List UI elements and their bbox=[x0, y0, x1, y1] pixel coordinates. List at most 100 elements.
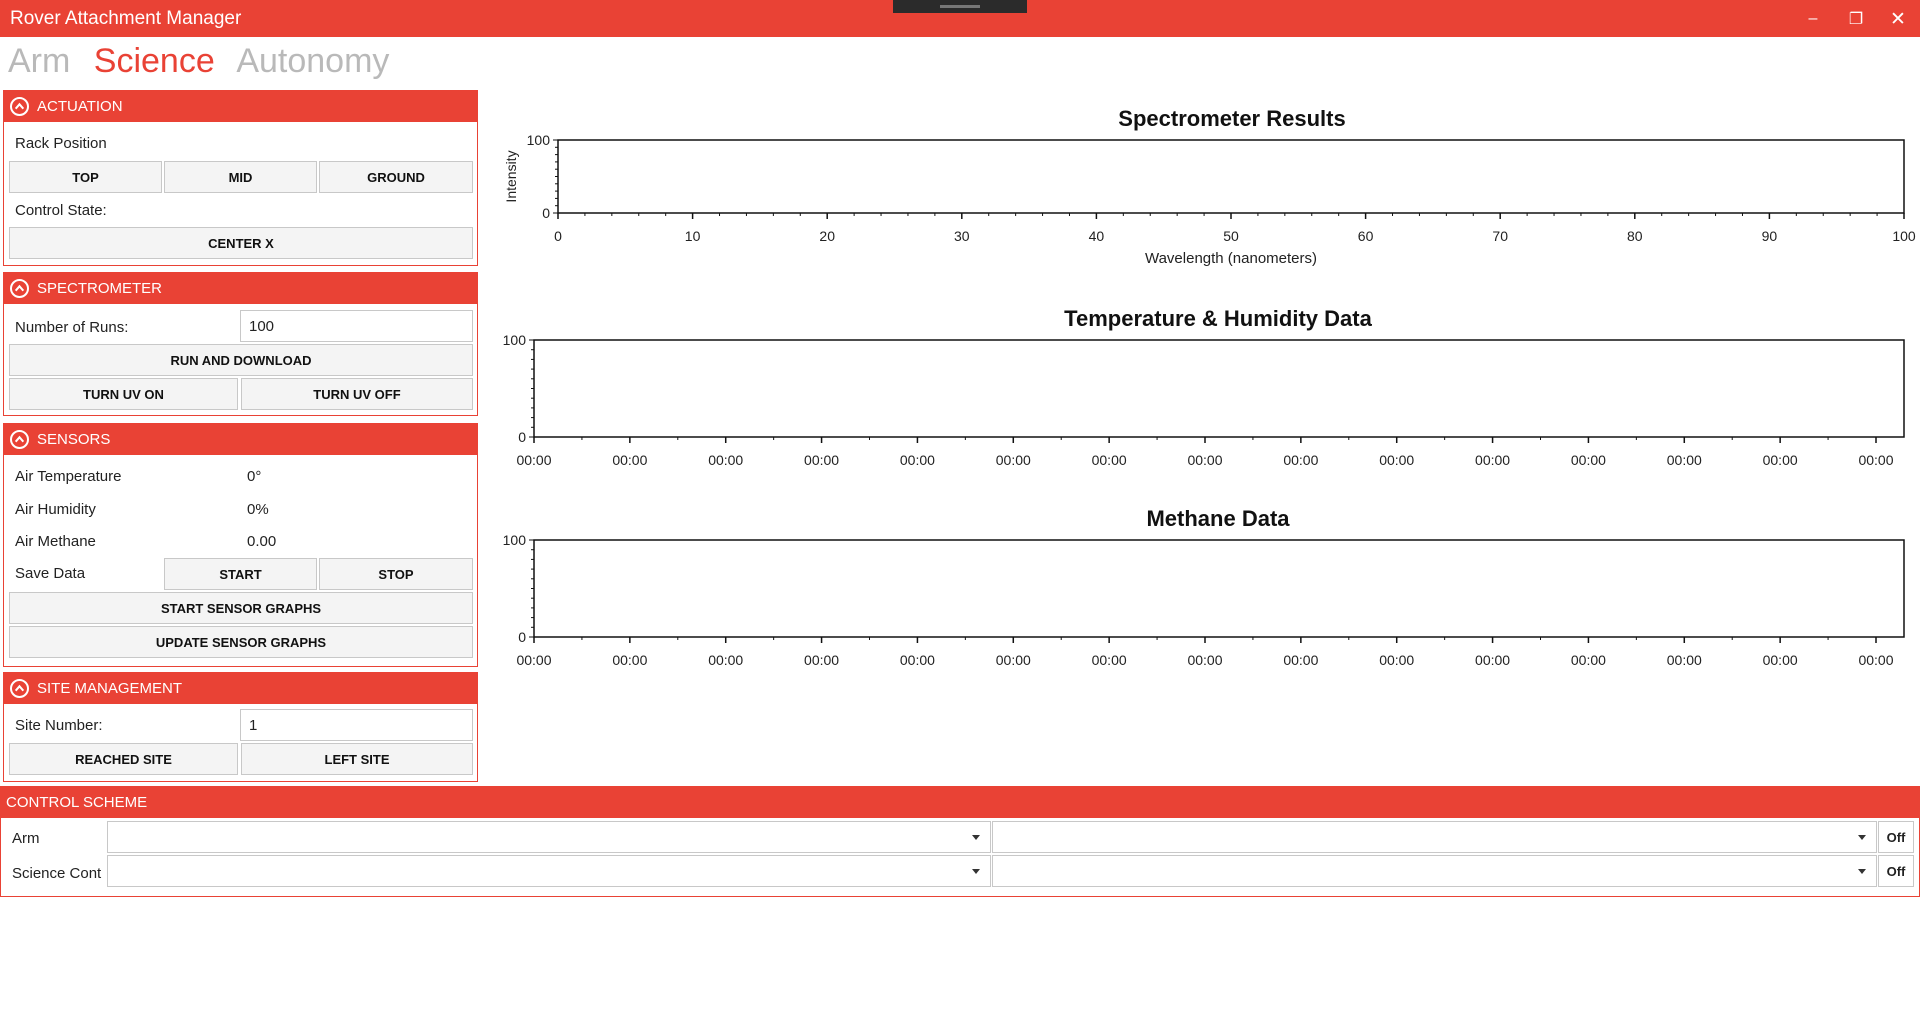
x-tick-label: 80 bbox=[1627, 228, 1643, 244]
x-tick-label: 00:00 bbox=[708, 452, 743, 468]
left-site-button[interactable]: LEFT SITE bbox=[241, 743, 473, 775]
run-download-button[interactable]: RUN AND DOWNLOAD bbox=[9, 344, 473, 376]
tab-science[interactable]: Science bbox=[93, 42, 215, 80]
site-management-panel: SITE MANAGEMENT Site Number: 1 REACHED S… bbox=[3, 672, 478, 782]
y-tick-label: 100 bbox=[527, 132, 551, 148]
spectrometer-chart-title: Spectrometer Results bbox=[1118, 106, 1346, 131]
title-bar: Rover Attachment Manager – ❐ ✕ bbox=[0, 0, 1920, 37]
x-tick-label: 00:00 bbox=[1667, 452, 1702, 468]
x-tick-label: 00:00 bbox=[1763, 452, 1798, 468]
save-stop-button[interactable]: STOP bbox=[319, 558, 473, 590]
site-management-title: SITE MANAGEMENT bbox=[37, 680, 183, 697]
x-tick-label: 50 bbox=[1223, 228, 1239, 244]
spectrometer-panel: SPECTROMETER Number of Runs: 100 RUN AND… bbox=[3, 272, 478, 416]
chevron-down-icon bbox=[1858, 869, 1866, 874]
control-scheme-header: CONTROL SCHEME bbox=[0, 786, 1920, 818]
x-tick-label: 00:00 bbox=[516, 652, 551, 668]
air-humidity-value: 0% bbox=[247, 501, 269, 518]
arm-primary-select[interactable] bbox=[107, 821, 991, 853]
science-off-toggle[interactable]: Off bbox=[1878, 855, 1914, 887]
x-tick-label: 00:00 bbox=[1475, 652, 1510, 668]
x-tick-label: 100 bbox=[1892, 228, 1916, 244]
arm-off-toggle[interactable]: Off bbox=[1878, 821, 1914, 853]
x-tick-label: 00:00 bbox=[804, 652, 839, 668]
save-data-label: Save Data bbox=[15, 565, 86, 582]
x-tick-label: 00:00 bbox=[612, 452, 647, 468]
temp-humidity-chart: 0 100 00:00 00:00 00:00 00:00 00:00 00:00 00:00 0… bbox=[503, 332, 1905, 468]
x-tick-label: 40 bbox=[1089, 228, 1105, 244]
x-tick-label: 00:00 bbox=[900, 652, 935, 668]
drag-handle[interactable] bbox=[893, 0, 1027, 13]
methane-chart: 0 100 00:00 00:00 00:00 00:00 00:00 00:00 00:00 0… bbox=[503, 532, 1905, 668]
x-tick-label: 00:00 bbox=[900, 452, 935, 468]
actuation-header[interactable]: ACTUATION bbox=[4, 91, 477, 122]
chevron-down-icon bbox=[1858, 835, 1866, 840]
control-scheme-title: CONTROL SCHEME bbox=[6, 793, 148, 811]
reached-site-button[interactable]: REACHED SITE bbox=[9, 743, 238, 775]
x-axis-label: Wavelength (nanometers) bbox=[1145, 250, 1317, 267]
uv-on-button[interactable]: TURN UV ON bbox=[9, 378, 238, 410]
runs-input[interactable]: 100 bbox=[240, 310, 473, 342]
site-management-header[interactable]: SITE MANAGEMENT bbox=[4, 673, 477, 704]
spectrometer-chart: 0 100 0 10 20 30 40 50 60 70 80 90 100 Wavelength (na… bbox=[503, 132, 1916, 267]
tab-bar: Arm Science Autonomy bbox=[8, 42, 403, 81]
x-tick-label: 00:00 bbox=[1667, 652, 1702, 668]
uv-off-button[interactable]: TURN UV OFF bbox=[241, 378, 473, 410]
close-icon[interactable]: ✕ bbox=[1890, 8, 1906, 30]
start-sensor-graphs-button[interactable]: START SENSOR GRAPHS bbox=[9, 592, 473, 624]
control-scheme-body: Arm Off Science Conti Off bbox=[0, 818, 1920, 897]
collapse-icon[interactable] bbox=[10, 97, 29, 116]
x-tick-label: 00:00 bbox=[1571, 452, 1606, 468]
collapse-icon[interactable] bbox=[10, 679, 29, 698]
restore-icon[interactable]: ❐ bbox=[1848, 11, 1864, 28]
y-tick-label: 0 bbox=[542, 205, 550, 221]
plot-area bbox=[557, 139, 1905, 214]
collapse-icon[interactable] bbox=[10, 430, 29, 449]
control-row-label: Arm bbox=[12, 830, 40, 847]
save-start-button[interactable]: START bbox=[164, 558, 317, 590]
arm-secondary-select[interactable] bbox=[992, 821, 1877, 853]
x-tick-label: 00:00 bbox=[1475, 452, 1510, 468]
update-sensor-graphs-button[interactable]: UPDATE SENSOR GRAPHS bbox=[9, 626, 473, 658]
x-tick-label: 20 bbox=[819, 228, 835, 244]
x-tick-label: 00:00 bbox=[1092, 652, 1127, 668]
collapse-icon[interactable] bbox=[10, 279, 29, 298]
air-methane-label: Air Methane bbox=[15, 533, 96, 550]
air-humidity-label: Air Humidity bbox=[15, 501, 96, 518]
science-secondary-select[interactable] bbox=[992, 855, 1877, 887]
rack-top-button[interactable]: TOP bbox=[9, 161, 162, 193]
sensors-header[interactable]: SENSORS bbox=[4, 424, 477, 455]
methane-chart-title: Methane Data bbox=[1146, 506, 1290, 531]
y-tick-label: 100 bbox=[503, 532, 527, 548]
site-number-input[interactable]: 1 bbox=[240, 709, 473, 741]
x-tick-label: 00:00 bbox=[1092, 452, 1127, 468]
y-tick-label: 0 bbox=[518, 429, 526, 445]
actuation-panel: ACTUATION Rack Position TOP MID GROUND C… bbox=[3, 90, 478, 266]
sensors-title: SENSORS bbox=[37, 431, 111, 448]
site-number-label: Site Number: bbox=[15, 717, 103, 734]
rack-ground-button[interactable]: GROUND bbox=[319, 161, 473, 193]
temp-humidity-chart-title: Temperature & Humidity Data bbox=[1064, 306, 1372, 331]
plot-area bbox=[533, 539, 1905, 638]
control-row-label: Science Conti bbox=[12, 865, 102, 882]
actuation-title: ACTUATION bbox=[37, 98, 123, 115]
spectrometer-header[interactable]: SPECTROMETER bbox=[4, 273, 477, 304]
y-tick-label: 0 bbox=[518, 629, 526, 645]
science-primary-select[interactable] bbox=[107, 855, 991, 887]
minimize-icon[interactable]: – bbox=[1808, 10, 1818, 27]
rack-mid-button[interactable]: MID bbox=[164, 161, 317, 193]
y-axis-label: Intensity bbox=[503, 150, 519, 202]
x-tick-label: 00:00 bbox=[708, 652, 743, 668]
x-tick-label: 00:00 bbox=[1858, 652, 1893, 668]
x-tick-label: 00:00 bbox=[1187, 652, 1222, 668]
x-tick-label: 00:00 bbox=[804, 452, 839, 468]
window-title: Rover Attachment Manager bbox=[10, 8, 242, 29]
center-x-button[interactable]: CENTER X bbox=[9, 227, 473, 259]
x-tick-label: 30 bbox=[954, 228, 970, 244]
air-temperature-label: Air Temperature bbox=[15, 468, 122, 485]
tab-autonomy[interactable]: Autonomy bbox=[236, 42, 390, 80]
tab-arm[interactable]: Arm bbox=[8, 42, 71, 80]
air-temperature-value: 0° bbox=[247, 468, 262, 485]
x-tick-label: 70 bbox=[1492, 228, 1508, 244]
x-tick-label: 00:00 bbox=[516, 452, 551, 468]
